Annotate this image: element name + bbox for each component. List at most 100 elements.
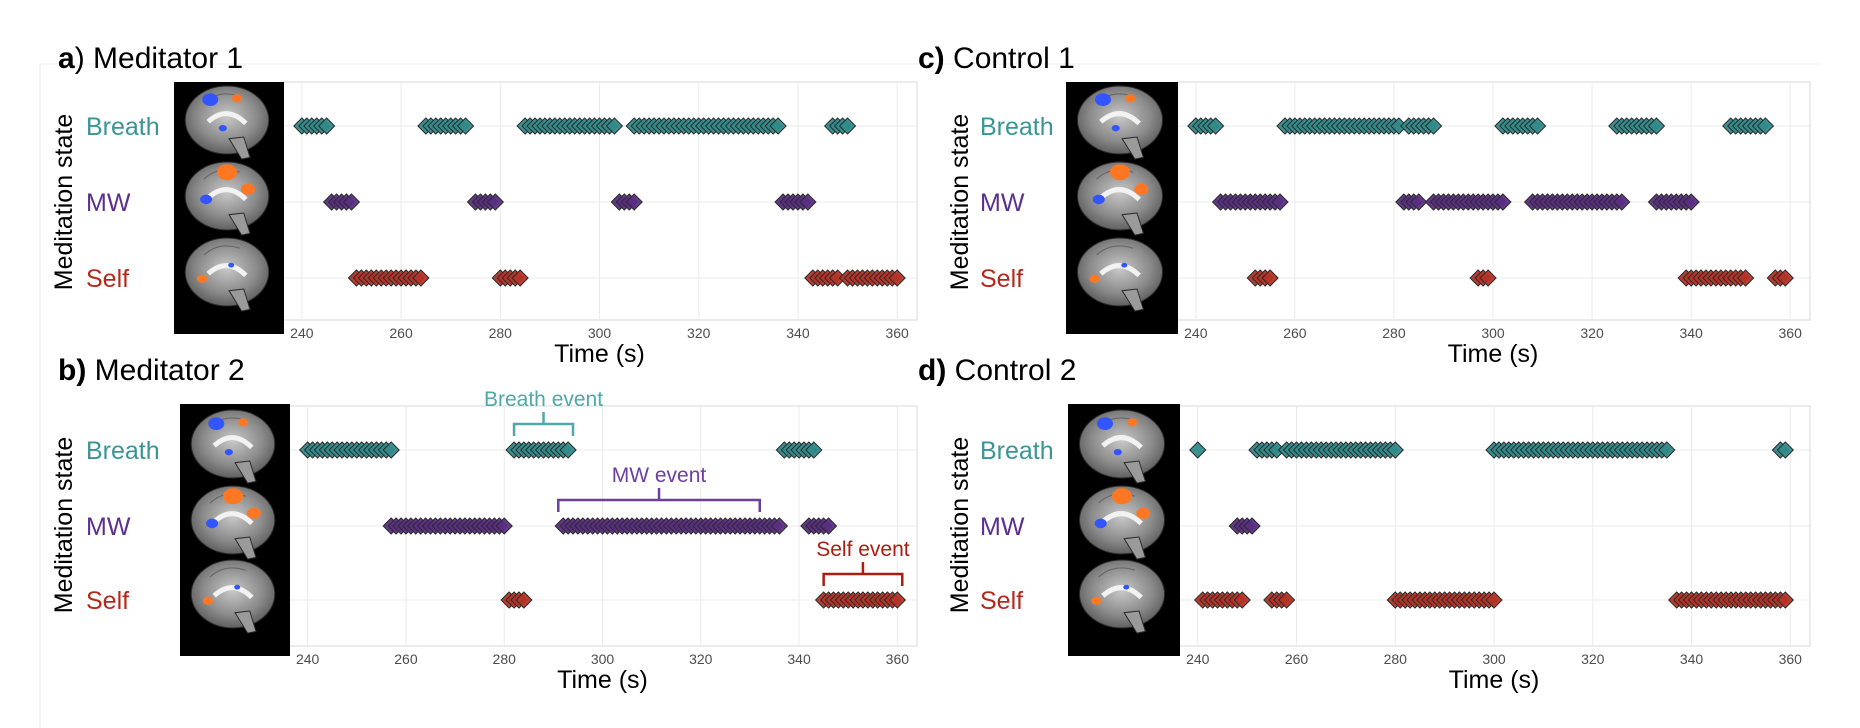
x-tick-label: 360 (885, 325, 909, 341)
data-point-self (888, 591, 907, 609)
x-tick-label: 340 (787, 651, 811, 667)
x-tick-label: 280 (493, 651, 517, 667)
brain-image-strip (1066, 82, 1178, 334)
panel-title-text: ) Meditator 1 (75, 42, 243, 75)
annotation-breath-event: Breath event (484, 388, 603, 436)
data-point-self (1277, 591, 1296, 609)
x-tick-label: 300 (1481, 325, 1505, 341)
data-point-mw (1271, 193, 1289, 211)
x-tick-label: 240 (1186, 651, 1210, 667)
state-label-mw: MW (980, 189, 1025, 217)
annotation-text: Self event (816, 538, 910, 561)
x-axis-label: Time (s) (1449, 666, 1540, 694)
annotation-bracket (822, 562, 904, 586)
data-point-breath (1776, 441, 1795, 459)
panel-c: c) Control 1 240 260 280 300 320 340 360 Time (s… (918, 42, 1811, 368)
panel-letter: a (58, 42, 75, 75)
state-label-breath: Breath (980, 113, 1054, 141)
data-point-self (1479, 269, 1497, 287)
data-point-breath (456, 117, 475, 135)
x-tick-label: 360 (1779, 651, 1803, 667)
x-tick-label: 320 (687, 325, 711, 341)
x-tick-label: 240 (296, 651, 320, 667)
annotation-bracket (512, 412, 575, 436)
x-tick-label: 280 (1384, 651, 1408, 667)
x-tick-label: 280 (1382, 325, 1406, 341)
data-point-breath (838, 117, 857, 135)
data-point-mw (1409, 193, 1428, 211)
x-tick-label: 320 (1580, 325, 1604, 341)
data-point-breath (382, 441, 400, 459)
y-axis-label: Meditation state (946, 437, 974, 614)
brain-slice-mw (1078, 485, 1166, 560)
x-tick-label: 320 (689, 651, 713, 667)
brain-image-strip (1068, 404, 1180, 656)
x-tick-label: 260 (394, 651, 418, 667)
x-tick-label: 300 (588, 325, 612, 341)
data-point-breath (1647, 117, 1666, 135)
x-tick-label: 360 (1779, 325, 1803, 341)
panel-letter: d) (918, 354, 946, 387)
brain-slice-self (1078, 559, 1166, 634)
state-label-mw: MW (980, 513, 1025, 541)
x-tick-label: 300 (591, 651, 615, 667)
y-axis-label: Meditation state (50, 437, 78, 614)
data-point-mw (1243, 517, 1261, 535)
x-tick-label: 300 (1482, 651, 1506, 667)
panel-title: c) Control 1 (918, 42, 1075, 75)
x-axis-label: Time (s) (557, 666, 648, 694)
panel-b: b) Meditator 2 240 260 280 300 320 340 360 Time … (50, 354, 918, 694)
x-tick-label: 240 (290, 325, 314, 341)
data-point-self (1485, 591, 1503, 609)
state-label-mw: MW (86, 189, 131, 217)
data-point-self (515, 591, 533, 609)
brain-slice-mw (184, 161, 270, 236)
x-axis-label: Time (s) (554, 340, 645, 368)
data-point-breath (805, 441, 823, 459)
y-axis-label: Meditation state (50, 114, 78, 291)
brain-slice-self (190, 559, 276, 634)
data-point-breath (1528, 117, 1547, 135)
panel-title: b) Meditator 2 (58, 354, 245, 387)
panel-d: d) Control 2 240 260 280 300 320 340 360 Time (s… (918, 354, 1811, 694)
data-point-breath (317, 117, 336, 135)
data-point-self (1736, 269, 1755, 287)
panel-title-text: Meditator 2 (86, 354, 244, 387)
data-point-breath (769, 117, 787, 135)
data-point-mw (1613, 193, 1631, 211)
data-point-mw (770, 517, 789, 535)
x-tick-label: 280 (489, 325, 513, 341)
panel-title-text: Control 1 (945, 42, 1075, 75)
data-point-mw (819, 517, 838, 535)
brain-slice-breath (1078, 409, 1166, 484)
panel-letter: c) (918, 42, 945, 75)
x-tick-label: 320 (1581, 651, 1605, 667)
data-point-mw (486, 193, 505, 211)
data-point-self (888, 269, 906, 287)
annotation-bracket (557, 488, 761, 512)
brain-image-strip (174, 82, 284, 334)
x-tick-label: 260 (389, 325, 413, 341)
state-label-mw: MW (86, 513, 131, 541)
state-label-self: Self (980, 265, 1023, 293)
data-point-mw (625, 193, 643, 211)
panel-letter: b) (58, 354, 86, 387)
state-label-breath: Breath (980, 437, 1054, 465)
brain-slice-self (1076, 237, 1164, 312)
data-point-self (412, 269, 430, 287)
state-label-breath: Breath (86, 113, 160, 141)
annotation-mw-event: MW event (557, 464, 761, 512)
data-point-self (1776, 269, 1794, 287)
data-point-breath (1386, 441, 1404, 459)
x-tick-label: 260 (1283, 325, 1307, 341)
data-point-mw (1682, 193, 1700, 211)
x-tick-label: 360 (886, 651, 910, 667)
x-tick-label: 340 (786, 325, 810, 341)
data-point-breath (1189, 441, 1207, 459)
data-point-breath (1756, 117, 1775, 135)
x-tick-label: 240 (1184, 325, 1208, 341)
data-point-self (1261, 269, 1279, 287)
y-axis-label: Meditation state (946, 114, 974, 291)
brain-slice-breath (1076, 85, 1164, 160)
